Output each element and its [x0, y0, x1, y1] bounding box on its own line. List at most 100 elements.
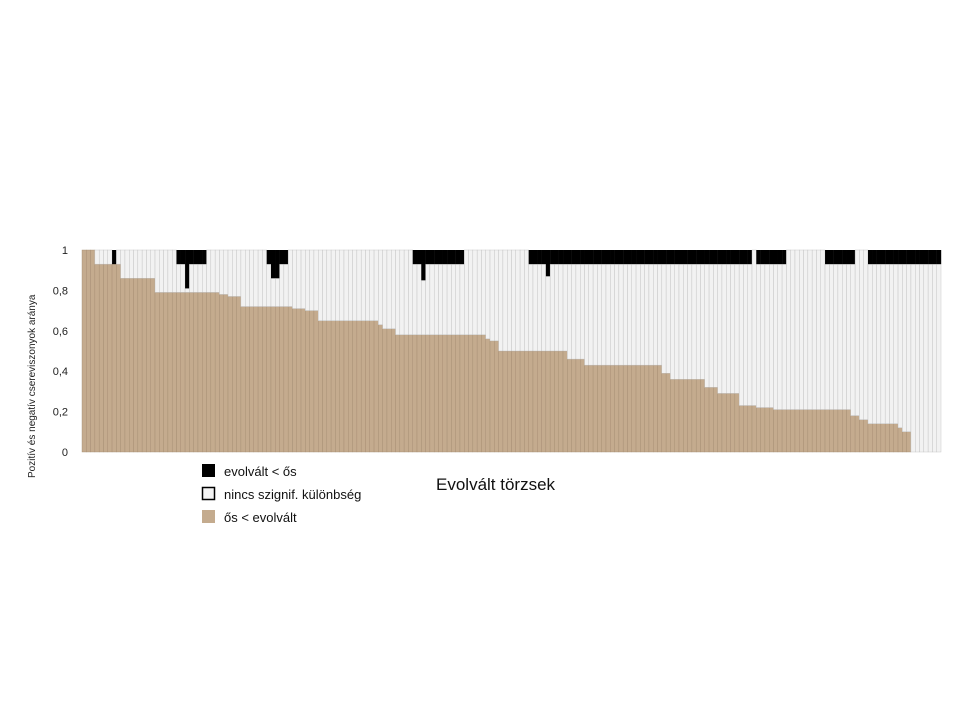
bar-segment-os-lt-evolvalt: [446, 334, 452, 453]
bar-segment-nincs-kulonbseg: [867, 263, 873, 424]
bar-segment-nincs-kulonbseg: [588, 263, 594, 366]
bar-segment-os-lt-evolvalt: [283, 306, 289, 453]
bar-segment-os-lt-evolvalt: [713, 387, 718, 453]
bar-segment-os-lt-evolvalt: [592, 364, 598, 453]
bar-segment-os-lt-evolvalt: [193, 292, 199, 453]
bar-segment-evolvalt-lt-os: [666, 250, 671, 265]
y-axis-label: Pozitív és negatív csereviszonyok aránya: [27, 294, 38, 478]
bar-segment-nincs-kulonbseg: [421, 280, 426, 336]
bar-segment-os-lt-evolvalt: [326, 320, 332, 453]
bar-segment-os-lt-evolvalt: [571, 358, 577, 453]
bar-segment-evolvalt-lt-os: [915, 250, 920, 265]
bar-segment-evolvalt-lt-os: [112, 250, 117, 265]
bar-segment-nincs-kulonbseg: [270, 278, 276, 307]
bar-segment-os-lt-evolvalt: [498, 350, 504, 453]
bar-segment-evolvalt-lt-os: [825, 250, 830, 265]
bar-segment-evolvalt-lt-os: [700, 250, 705, 265]
bar-segment-nincs-kulonbseg: [794, 249, 800, 410]
bar-segment-evolvalt-lt-os: [721, 250, 727, 265]
bar-segment-nincs-kulonbseg: [807, 249, 813, 410]
bar-segment-os-lt-evolvalt: [214, 292, 220, 453]
bar-segment-nincs-kulonbseg: [893, 263, 899, 424]
bar-segment-nincs-kulonbseg: [163, 249, 169, 293]
bar-segment-nincs-kulonbseg: [498, 249, 504, 352]
bar-segment-nincs-kulonbseg: [133, 249, 139, 279]
bar-segment-os-lt-evolvalt: [81, 249, 87, 453]
bar-segment-os-lt-evolvalt: [429, 334, 435, 453]
bar-segment-nincs-kulonbseg: [326, 249, 332, 321]
bar-segment-evolvalt-lt-os: [936, 250, 942, 265]
bar-segment-nincs-kulonbseg: [541, 263, 547, 352]
bar-segment-nincs-kulonbseg: [369, 249, 375, 321]
bar-segment-os-lt-evolvalt: [537, 350, 542, 453]
bar-segment-os-lt-evolvalt: [820, 409, 826, 453]
bar-segment-os-lt-evolvalt: [159, 292, 164, 453]
bar-segment-nincs-kulonbseg: [674, 263, 680, 380]
bar-segment-nincs-kulonbseg: [601, 263, 607, 366]
bar-segment-os-lt-evolvalt: [292, 308, 297, 453]
bar-segment-os-lt-evolvalt: [86, 249, 91, 453]
bar-segment-nincs-kulonbseg: [129, 249, 134, 279]
bar-segment-os-lt-evolvalt: [438, 334, 443, 453]
bar-segment-os-lt-evolvalt: [764, 407, 770, 453]
bar-segment-evolvalt-lt-os: [631, 250, 637, 265]
bar-segment-nincs-kulonbseg: [889, 263, 894, 424]
bar-segment-nincs-kulonbseg: [214, 249, 220, 293]
legend-label-2: nincs szignif. különbség: [224, 487, 361, 502]
bar-segment-os-lt-evolvalt: [837, 409, 843, 453]
bar-segment-evolvalt-lt-os: [618, 250, 624, 265]
bar-segment-os-lt-evolvalt: [769, 407, 774, 453]
bar-segment-nincs-kulonbseg: [159, 249, 164, 293]
bar-segment-os-lt-evolvalt: [455, 334, 461, 453]
bar-segment-nincs-kulonbseg: [330, 249, 336, 321]
bar-segment-os-lt-evolvalt: [773, 409, 778, 453]
y-tick-label: 0,6: [53, 326, 68, 338]
bar-segment-os-lt-evolvalt: [206, 292, 212, 453]
bar-segment-os-lt-evolvalt: [584, 364, 590, 453]
bar-segment-evolvalt-lt-os: [575, 250, 581, 265]
bar-segment-nincs-kulonbseg: [197, 263, 203, 293]
bar-segment-os-lt-evolvalt: [511, 350, 516, 453]
bar-segment-os-lt-evolvalt: [150, 278, 156, 453]
bar-segment-evolvalt-lt-os: [537, 250, 542, 265]
bar-segment-os-lt-evolvalt: [481, 334, 486, 453]
bar-segment-nincs-kulonbseg: [786, 249, 791, 410]
bar-segment-nincs-kulonbseg: [292, 249, 297, 309]
bar-segment-evolvalt-lt-os: [438, 250, 443, 265]
bar-segment-evolvalt-lt-os: [275, 250, 280, 279]
bar-segment-os-lt-evolvalt: [661, 373, 667, 453]
bar-segment-os-lt-evolvalt: [202, 292, 207, 453]
bar-segment-os-lt-evolvalt: [730, 393, 736, 453]
bar-segment-nincs-kulonbseg: [756, 263, 761, 408]
bar-segment-os-lt-evolvalt: [472, 334, 478, 453]
bar-segment-evolvalt-lt-os: [734, 250, 740, 265]
bar-segment-os-lt-evolvalt: [176, 292, 181, 453]
bar-segment-nincs-kulonbseg: [558, 263, 564, 352]
bar-segment-os-lt-evolvalt: [524, 350, 529, 453]
bar-segment-nincs-kulonbseg: [863, 249, 869, 420]
bar-segment-nincs-kulonbseg: [833, 263, 839, 410]
bar-segment-os-lt-evolvalt: [476, 334, 482, 453]
bar-segment-nincs-kulonbseg: [584, 263, 590, 366]
bar-segment-os-lt-evolvalt: [854, 415, 860, 453]
bar-segment-evolvalt-lt-os: [709, 250, 714, 265]
bar-segment-evolvalt-lt-os: [180, 250, 186, 265]
bar-segment-os-lt-evolvalt: [631, 364, 637, 453]
bar-segment-nincs-kulonbseg: [695, 263, 701, 380]
bar-segment-evolvalt-lt-os: [447, 250, 452, 265]
bar-segment-os-lt-evolvalt: [704, 387, 710, 453]
bar-segment-nincs-kulonbseg: [854, 249, 860, 416]
bar-segment-nincs-kulonbseg: [665, 263, 671, 374]
bar-segment-nincs-kulonbseg: [580, 263, 585, 360]
bar-segment-os-lt-evolvalt: [807, 409, 813, 453]
bar-segment-os-lt-evolvalt: [726, 393, 731, 453]
bar-segment-os-lt-evolvalt: [459, 334, 465, 453]
bar-segment-evolvalt-lt-os: [867, 250, 873, 265]
bar-segment-os-lt-evolvalt: [464, 334, 469, 453]
bar-segment-os-lt-evolvalt: [408, 334, 413, 453]
bar-segment-nincs-kulonbseg: [837, 263, 843, 410]
bar-segment-evolvalt-lt-os: [889, 250, 894, 265]
bar-segment-nincs-kulonbseg: [154, 249, 160, 293]
bar-segment-evolvalt-lt-os: [442, 250, 448, 265]
